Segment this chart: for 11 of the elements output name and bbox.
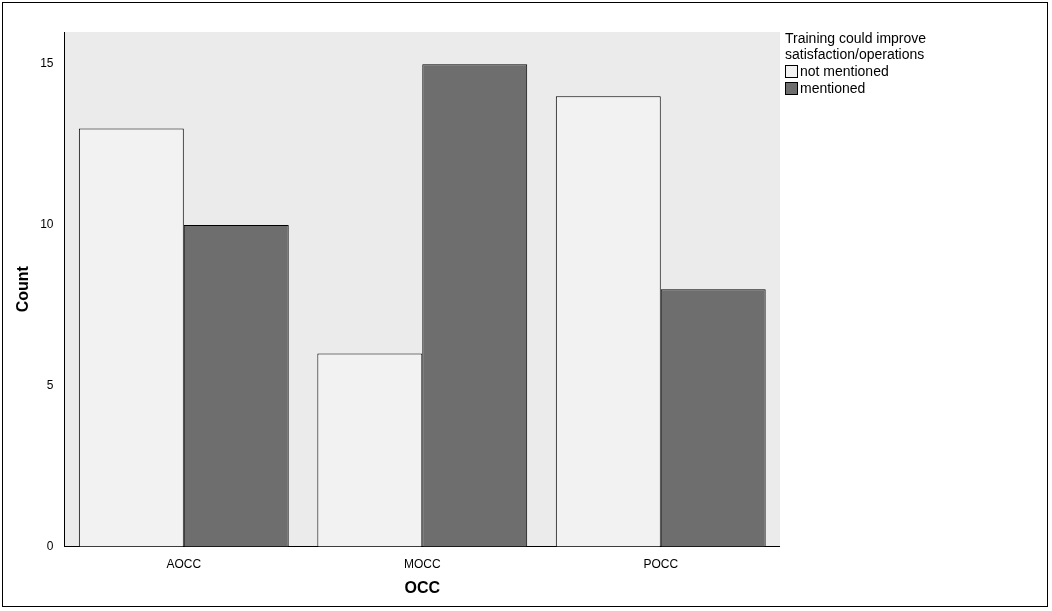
x-tick-label: MOCC xyxy=(403,556,441,571)
x-axis-title: OCC xyxy=(404,578,441,596)
y-axis-title: Count xyxy=(14,265,32,313)
y-tick-label: 15 xyxy=(40,56,54,71)
y-tick-label: 10 xyxy=(40,217,54,232)
x-tick-label: POCC xyxy=(643,556,679,571)
y-tick-label: 0 xyxy=(46,538,54,553)
y-tick-label: 5 xyxy=(46,377,54,392)
legend-label: mentioned xyxy=(800,80,866,96)
x-tick-label: AOCC xyxy=(166,556,202,571)
text: not mentioned xyxy=(800,63,889,79)
